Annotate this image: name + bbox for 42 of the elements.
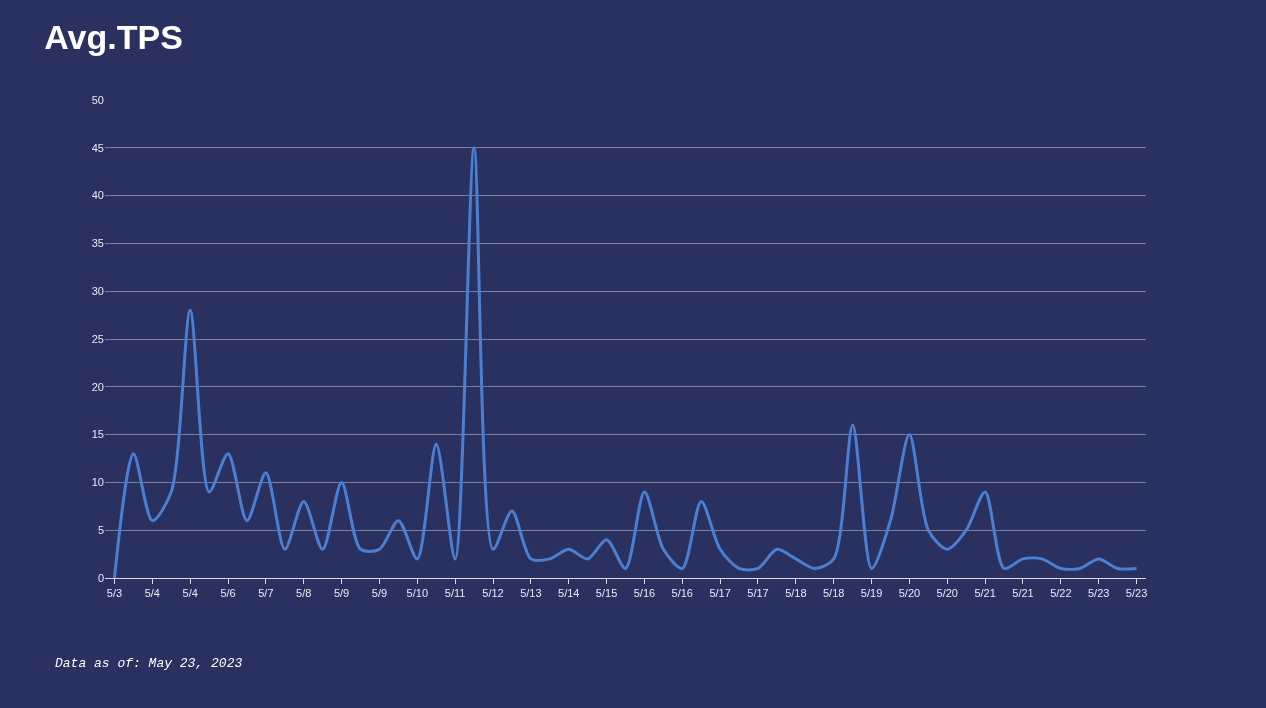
x-tick-label: 5/15	[595, 587, 618, 600]
x-tick-label: 5/3	[106, 587, 123, 600]
x-tick-label: 5/14	[558, 587, 580, 600]
x-tick-label: 5/21	[1012, 587, 1034, 600]
x-tick-label: 5/23	[1125, 587, 1148, 600]
x-tick-label: 5/17	[709, 587, 731, 600]
x-tick-label: 5/17	[747, 587, 769, 600]
x-tick-label: 5/16	[671, 587, 693, 600]
y-tick-label: 10	[91, 476, 104, 489]
x-tick-label: 5/20	[936, 587, 958, 600]
y-tick-label: 25	[91, 332, 104, 345]
x-tick-label: 5/8	[296, 587, 312, 600]
y-tick-label: 50	[91, 93, 104, 106]
x-tick-label: 5/21	[974, 587, 996, 600]
x-tick-label: 5/16	[633, 587, 656, 600]
x-tick-label: 5/13	[520, 587, 542, 600]
x-tick-label: 5/7	[258, 587, 274, 600]
x-tick-label: 5/9	[371, 587, 388, 600]
y-tick-label: 40	[91, 189, 104, 202]
x-tick-label: 5/19	[860, 587, 883, 600]
x-tick-label: 5/10	[406, 587, 429, 600]
y-tick-label: 20	[91, 380, 104, 393]
y-tick-label: 30	[91, 285, 104, 298]
y-tick-label: 15	[91, 428, 104, 441]
chart-title: Avg.TPS	[44, 17, 183, 56]
y-tick-label: 35	[91, 237, 104, 250]
x-tick-label: 5/11	[444, 587, 466, 600]
x-tick-label: 5/18	[822, 587, 845, 600]
y-tick-label: 0	[97, 571, 104, 584]
x-tick-label: 5/9	[333, 587, 350, 600]
x-tick-label: 5/22	[1050, 587, 1072, 600]
x-tick-label: 5/4	[144, 587, 160, 600]
y-tick-label: 5	[97, 524, 104, 537]
x-tick-label: 5/18	[785, 587, 807, 600]
x-tick-label: 5/4	[182, 587, 198, 600]
y-tick-label: 45	[91, 141, 104, 154]
x-tick-label: 5/12	[482, 587, 504, 600]
line-series	[112, 146, 1139, 578]
text: Data as of: May 23, 2023	[55, 656, 243, 671]
x-tick-label: 5/23	[1087, 587, 1110, 600]
x-tick-label: 5/20	[898, 587, 921, 600]
x-tick-label: 5/6	[220, 587, 236, 600]
